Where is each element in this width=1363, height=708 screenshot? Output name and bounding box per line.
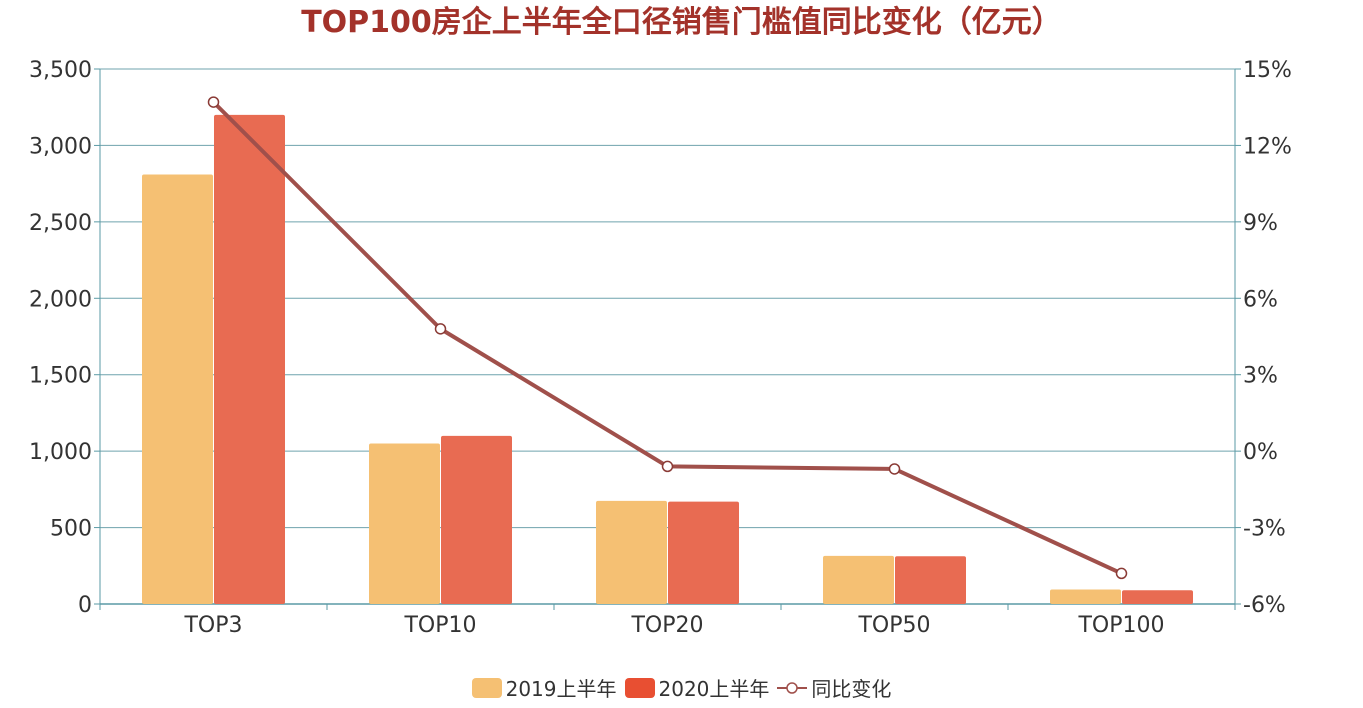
yoy-line — [212, 100, 1123, 576]
x-tick-label: TOP10 — [403, 613, 476, 638]
y-left-tick-label: 1,000 — [29, 440, 92, 465]
yoy-point — [1115, 567, 1128, 580]
legend-label-2019: 2019上半年 — [505, 677, 617, 701]
y-right-tick-label: 0% — [1243, 440, 1278, 465]
bar-2020 — [895, 556, 966, 604]
y-right-tick-label: 15% — [1243, 58, 1292, 83]
x-tick-label: TOP100 — [1077, 613, 1164, 638]
y-left-tick-label: 1,500 — [29, 364, 92, 389]
legend: 2019上半年 2020上半年 同比变化 — [0, 673, 1363, 702]
y-right-tick-label: -6% — [1243, 593, 1286, 618]
yoy-point — [888, 463, 901, 475]
yoy-point — [207, 96, 220, 108]
x-tick-label: TOP20 — [630, 613, 703, 638]
bar-2020 — [1122, 590, 1193, 604]
bar-2020 — [668, 501, 739, 604]
y-left-tick-label: 0 — [78, 593, 92, 618]
legend-item-2019[interactable]: 2019上半年 — [471, 673, 617, 702]
legend-line-icon — [777, 681, 808, 694]
x-tick-label: TOP3 — [183, 613, 242, 638]
y-left-tick-label: 3,500 — [29, 58, 92, 83]
y-right-tick-label: 12% — [1243, 134, 1292, 159]
bar-2020 — [441, 435, 512, 604]
legend-label-2020: 2020上半年 — [658, 677, 770, 701]
bar-2019 — [596, 500, 667, 604]
bar-2019 — [1050, 589, 1121, 604]
legend-swatch-2020 — [624, 677, 655, 698]
legend-item-2020[interactable]: 2020上半年 — [624, 673, 770, 702]
bar-2019 — [142, 174, 213, 604]
y-right-tick-label: 9% — [1243, 211, 1278, 236]
legend-swatch-2019 — [471, 677, 502, 698]
y-left-tick-label: 2,000 — [29, 287, 92, 312]
x-tick-label: TOP50 — [857, 613, 930, 638]
y-right-tick-label: -3% — [1243, 517, 1286, 542]
bar-2020 — [214, 114, 285, 604]
yoy-point — [661, 460, 674, 473]
y-left-tick-label: 3,000 — [29, 134, 92, 159]
yoy-point — [434, 323, 447, 335]
y-right-tick-label: 3% — [1243, 364, 1278, 389]
legend-label-yoy: 同比变化 — [811, 677, 892, 701]
chart-title: TOP100房企上半年全口径销售门槛值同比变化（亿元） — [301, 5, 1062, 40]
y-left-tick-label: 2,500 — [29, 211, 92, 236]
bar-2019 — [369, 443, 440, 604]
y-right-tick-label: 6% — [1243, 287, 1278, 312]
bar-2019 — [823, 555, 894, 604]
legend-item-yoy[interactable]: 同比变化 — [777, 673, 891, 702]
y-left-tick-label: 500 — [50, 517, 92, 542]
